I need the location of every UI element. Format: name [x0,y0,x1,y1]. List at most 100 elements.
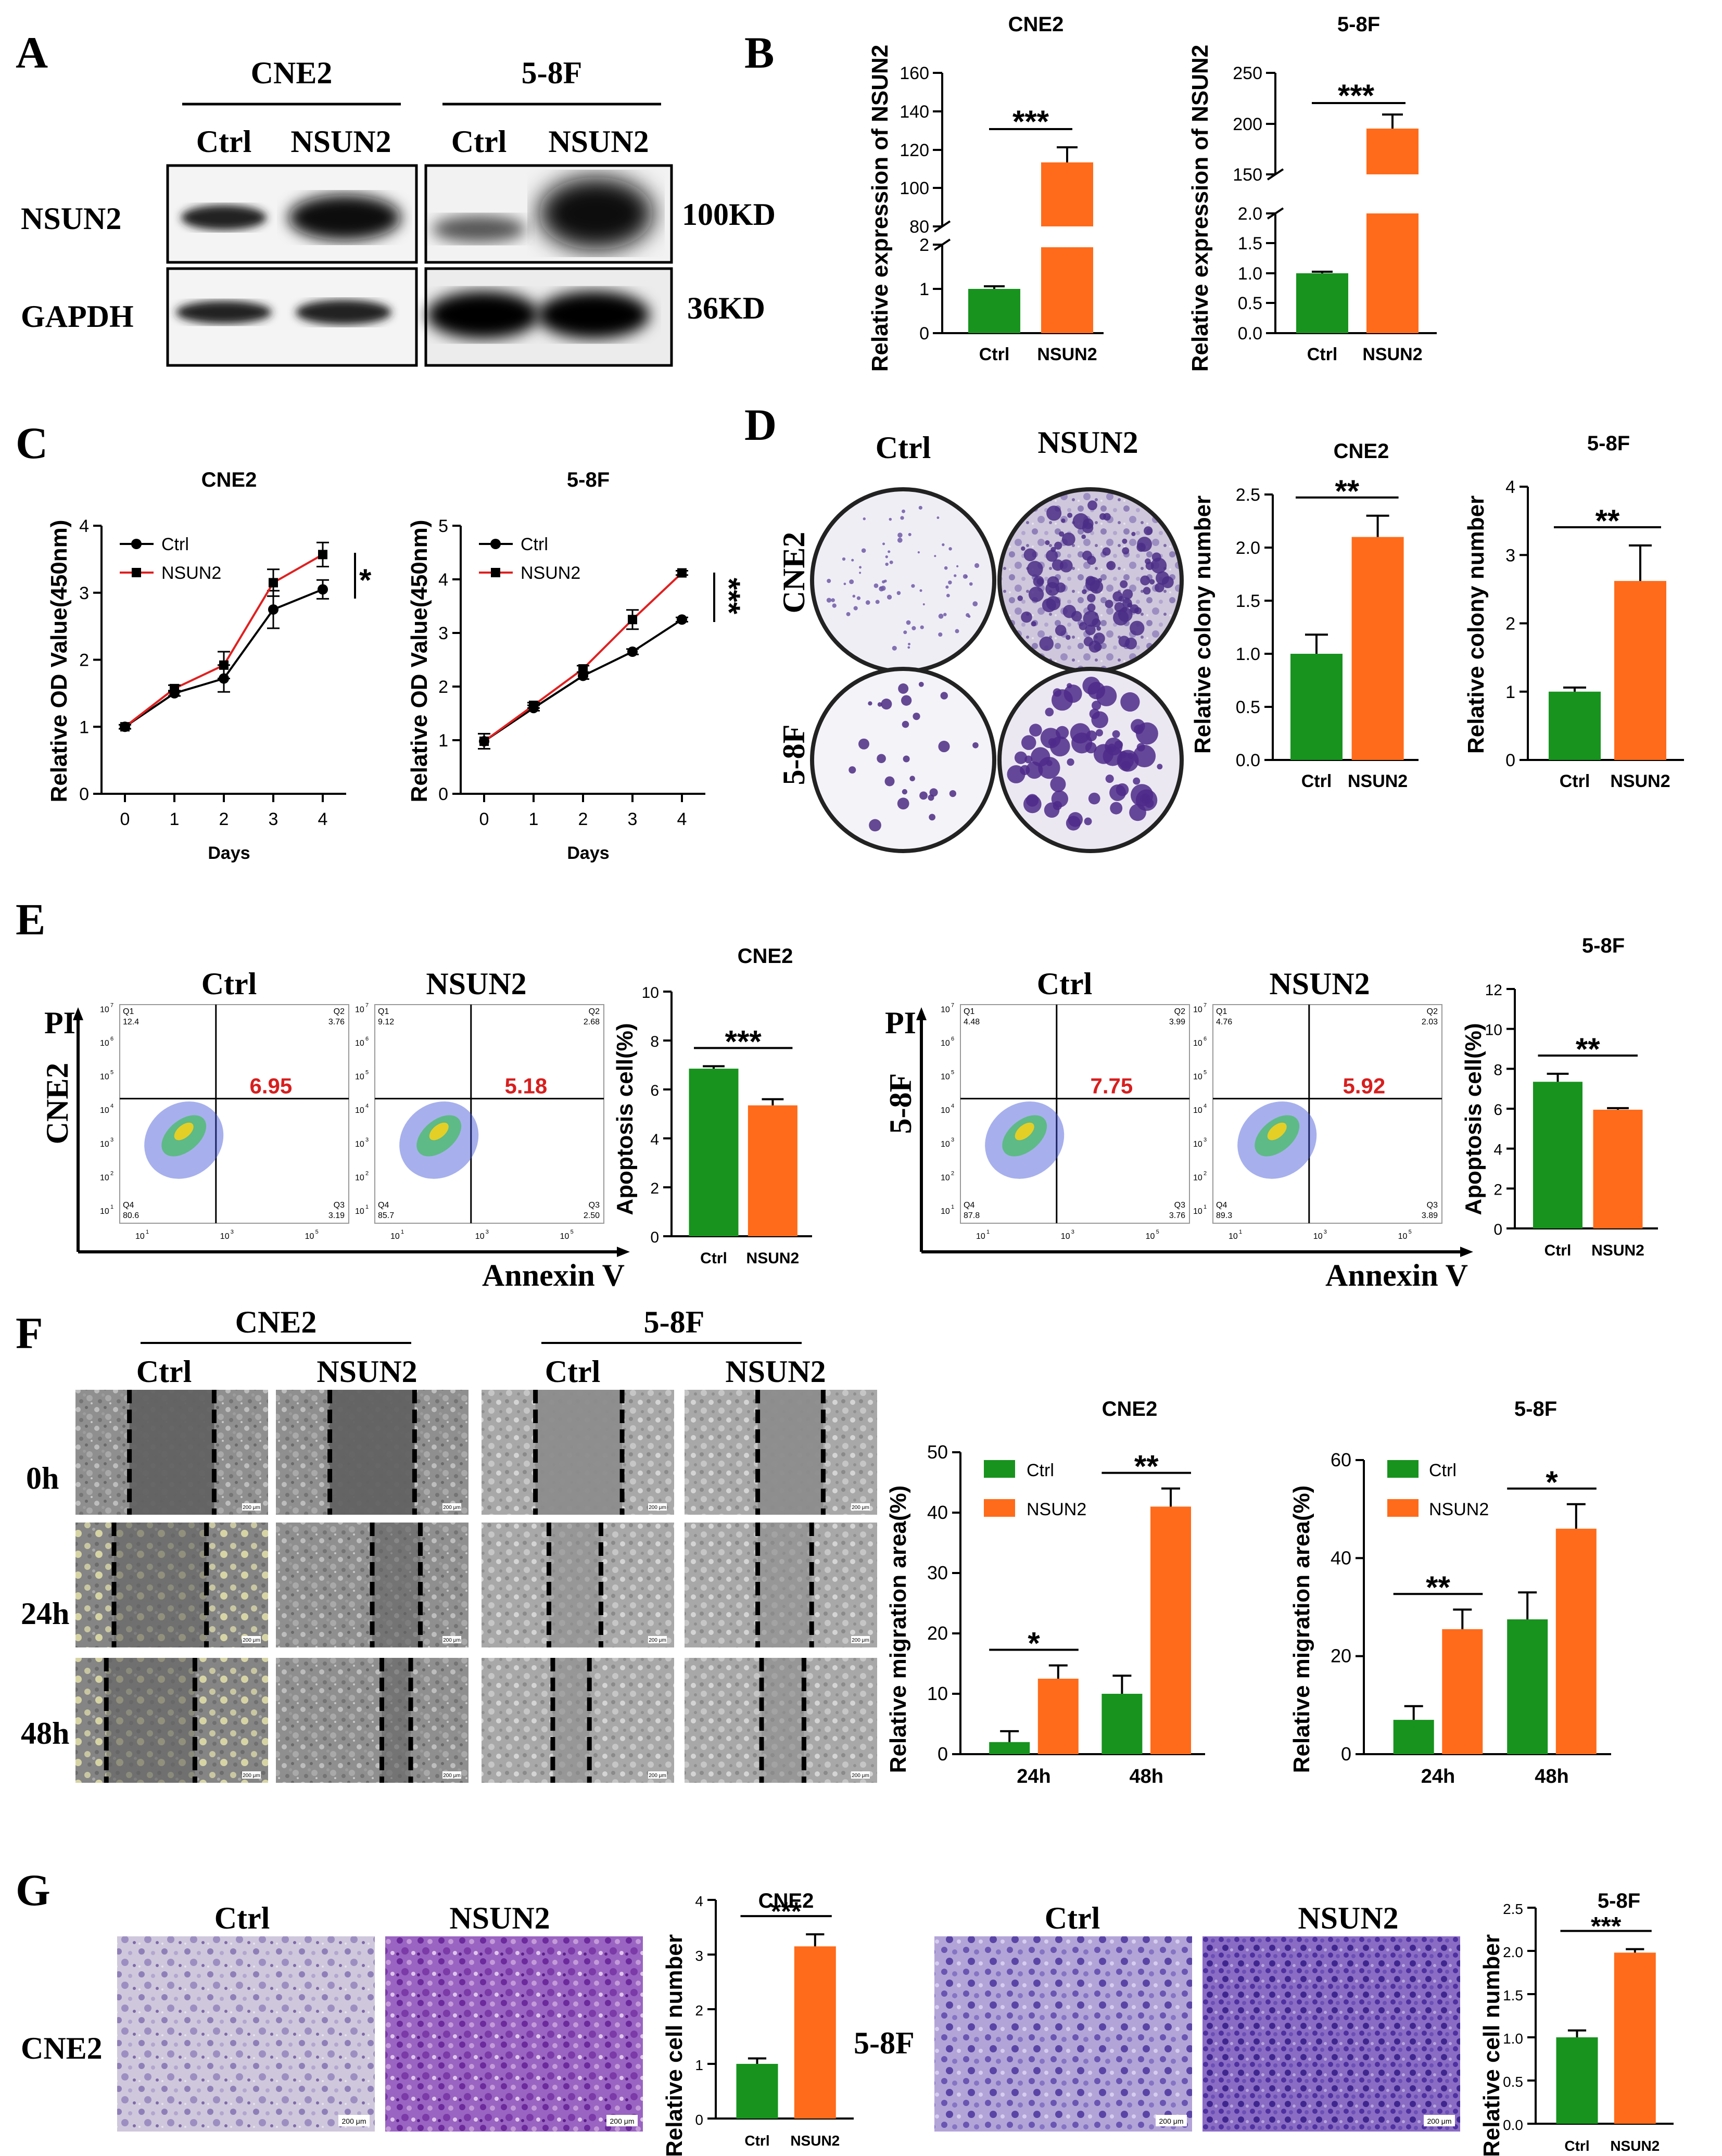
chart-c1-ticks: 0 1 2 3 4 0 1 2 3 4 [79,516,327,829]
g1-sig: *** [771,1897,802,1926]
chart-c2-ylabel: Relative OD Value(450nm) [407,520,432,803]
transwell-cne2-ctrl [117,1936,375,2132]
d1-ytick-label-4: 2.0 [1236,538,1260,558]
chart-b1-tick-label-80: 80 [909,217,929,237]
chart-e2-ylabel: Apoptosis cell(%) [1461,1023,1486,1215]
chart-g2-ylabel: Relative cell number [1479,1934,1504,2156]
lane-ctrl-cne2: Ctrl [196,124,252,159]
c1-ticks-xlabel-3: 3 [269,809,278,829]
c1-ticks-ylabel-1: 1 [79,717,89,737]
wound-row-48h: 48h [21,1716,69,1751]
chart-b2-bar-nsun2-upper [1366,129,1419,174]
chart-b1-tick-label-120: 120 [900,141,929,160]
c1-marks-point-nsun2-1 [170,683,179,693]
colony-dish0-51 [896,591,901,595]
colony-dish1-62 [1099,513,1106,520]
colony-dish1-78 [1161,576,1174,588]
flow-cne2-nsun2-red-value: 5.18 [505,1074,548,1098]
flow-cne2-nsun2-frame [374,1004,604,1224]
flow-cne2-ctrl-ylog-exp-3: 4 [110,1103,113,1109]
wound-row-24h: 24h [21,1596,69,1631]
flow-cne2-nsun2-q3-val: 2.50 [584,1211,600,1220]
chart-c1-legend-nsun2-square [132,568,141,577]
g1-cat-1: NSUN2 [790,2133,840,2149]
chart-c2-legend-nsun2-square [491,568,500,577]
wound-scale-box-r1-c2 [648,1636,667,1643]
flow-cne2-nsun2-xlog-exp-2: 5 [571,1229,574,1235]
colony-dish0-9 [920,625,924,629]
g1-ytick-label-2: 2 [695,2002,703,2019]
colony-dish1-75 [1046,550,1058,562]
transwell-row-58f: 5-8F [854,2026,915,2060]
colony-dish0-50 [919,589,922,592]
colony-dish1-9 [1096,626,1101,631]
flow-58f-ctrl-ylog-0: 10 [941,1207,950,1216]
wound-scale-r2-c3: 200 μm [852,1773,869,1779]
d2-cat-0: Ctrl [1560,771,1590,791]
chart-f2-plot: 0 20 40 60 24h ** 48h * [1331,1449,1611,1787]
chart-b1-tick-label-140: 140 [900,102,929,122]
colony-dish1-68 [1155,582,1164,593]
colony-dish3-48 [1110,802,1123,815]
flow-58f-ctrl-ylog-3: 10 [941,1106,950,1115]
g2-bar-ctrl [1556,2037,1598,2124]
colony-dish1-53 [1105,600,1113,608]
wound-gap-r2-c2 [552,1658,590,1783]
c1-ticks-xlabel-4: 4 [318,809,328,829]
flow-58f-xaxis-arrow [1460,1247,1473,1257]
chart-g1-ylabel: Relative cell number [662,1934,687,2156]
flow-58f-nsun2-ylog-exp-3: 4 [1204,1103,1207,1109]
flow-58f-nsun2-ylog-exp-4: 5 [1204,1070,1207,1076]
colony-dish0-29 [897,537,903,543]
panel-d: D Ctrl NSUN2 CNE2 5-8F CNE2 Relative col… [744,400,1684,853]
colony-dish3-28 [1133,777,1141,785]
e2-ytick-label-1: 2 [1493,1181,1502,1198]
colony-dish0-55 [827,579,831,584]
f1-cat-0: 24h [1017,1766,1050,1787]
wound-scale-box-r0-c2 [648,1503,667,1511]
colony-dish1-47 [1145,558,1151,565]
wound-gap-r0-c3 [757,1390,824,1515]
c2-marks-line-nsun2 [483,572,683,742]
flow-row-cne2: CNE2 [40,1063,74,1145]
transwell-col-ctrl-58f: Ctrl [1045,1901,1100,1935]
colony-dish3-39 [1109,784,1126,801]
flow-58f-nsun2-ylog-3: 10 [1193,1106,1202,1115]
colony-dish2-15 [918,681,924,687]
g2-ytick-label-1: 0.5 [1503,2074,1523,2090]
chart-e2-plot: 0 2 4 6 8 10 12 Ctrl NSUN2 ** [1485,982,1658,1259]
chart-e1: CNE2 Apoptosis cell(%) 0 2 4 6 8 10 Ctrl NSUN2 *… [612,945,812,1267]
f1-bar-ctrl-48h [1101,1694,1143,1754]
chart-b2-tick-label-15: 1.5 [1238,234,1262,253]
colony-dish3-52 [1157,764,1163,770]
flow-58f-nsun2-red-value: 5.92 [1343,1074,1386,1098]
flow-58f-ctrl-ylog-exp-3: 4 [951,1103,954,1109]
colony-dish0-23 [907,646,910,649]
c1-ticks-ylabel-3: 3 [79,584,89,603]
flow-58f-ctrl-xlog-0: 10 [976,1232,985,1241]
panel-label-e: E [16,894,45,944]
blot-cellline-58f: 5-8F [522,56,583,90]
wound-row-0h: 0h [26,1461,59,1495]
chart-d1-plot: 0.0 0.5 1.0 1.5 2.0 2.5 Ctrl NSUN2 ** [1236,474,1419,791]
flow-cne2-ctrl-ylog-4: 10 [100,1073,109,1082]
f2-sig-1: * [1546,1465,1558,1500]
flow-58f-ctrl-ylog-exp-1: 2 [951,1170,954,1176]
colony-dish0-41 [882,580,885,584]
flow-58f-ctrl-q4-name: Q4 [964,1201,974,1210]
chart-b1-bar-ctrl [968,289,1020,333]
chart-b2-tick-label-250: 250 [1233,64,1262,83]
chart-f1-legend-nsun2: NSUN2 [1027,1500,1086,1519]
c1-ticks-xlabel-2: 2 [219,809,229,829]
d2-bar-nsun2 [1614,581,1666,760]
chart-c2-legend-ctrl-dot [490,539,501,549]
colony-dish0-62 [902,509,906,513]
e1-cat-0: Ctrl [700,1250,727,1267]
panel-f: F CNE2 5-8F Ctrl NSUN2 Ctrl NSUN2 0h 24h… [16,1305,1611,1787]
colony-dish3-69 [1144,798,1154,808]
colony-dish2-22 [949,790,956,797]
colony-dish1-45 [1066,635,1071,640]
protein-label-gapdh: GAPDH [21,299,134,334]
colony-dish0-49 [887,594,892,600]
colony-dish0-54 [955,629,959,633]
